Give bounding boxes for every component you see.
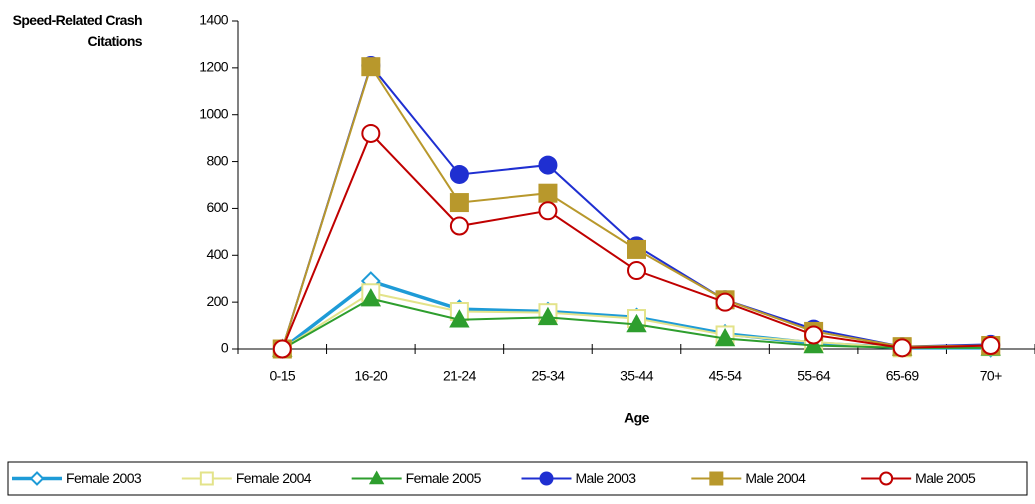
y-tick-label: 0 bbox=[221, 340, 229, 356]
series bbox=[272, 123, 1001, 359]
marker bbox=[715, 292, 735, 312]
y-tick-label: 600 bbox=[206, 199, 228, 215]
y-tick-label: 1200 bbox=[199, 59, 229, 75]
marker bbox=[361, 57, 381, 77]
legend-label: Female 2005 bbox=[406, 470, 482, 486]
x-tick-label: 70+ bbox=[980, 368, 1002, 384]
x-tick-label: 65-69 bbox=[886, 368, 920, 384]
y-tick-label: 1000 bbox=[199, 105, 229, 121]
legend-item: Female 2005 bbox=[351, 470, 482, 486]
marker bbox=[449, 164, 469, 184]
marker bbox=[537, 306, 559, 326]
marker bbox=[627, 239, 646, 259]
marker bbox=[626, 313, 647, 333]
marker bbox=[803, 334, 824, 354]
marker bbox=[981, 335, 1001, 355]
marker bbox=[199, 471, 214, 486]
marker bbox=[449, 193, 469, 213]
series-line bbox=[281, 64, 991, 350]
legend-item: Female 2003 bbox=[12, 470, 143, 486]
marker bbox=[449, 216, 469, 236]
marker bbox=[714, 327, 736, 347]
legend-item: Male 2005 bbox=[861, 470, 977, 486]
x-tick-label: 25-34 bbox=[532, 368, 566, 384]
marker bbox=[360, 288, 382, 307]
marker bbox=[627, 261, 646, 281]
x-axis-label: Age bbox=[624, 410, 649, 426]
marker bbox=[29, 471, 45, 486]
y-axis-label: Speed-Related Crash Citations bbox=[12, 12, 143, 49]
marker bbox=[709, 471, 724, 486]
x-tick-label: 55-64 bbox=[797, 368, 831, 384]
y-tick-label: 800 bbox=[206, 152, 228, 168]
marker bbox=[272, 339, 292, 359]
legend-label: Female 2004 bbox=[236, 470, 312, 486]
legend-label: Female 2003 bbox=[66, 470, 142, 486]
marker bbox=[361, 123, 381, 143]
marker bbox=[892, 338, 912, 358]
legend-item: Male 2003 bbox=[521, 470, 637, 486]
marker bbox=[538, 183, 558, 203]
marker bbox=[804, 325, 824, 345]
marker bbox=[538, 201, 558, 221]
legend-item: Male 2004 bbox=[691, 470, 807, 486]
marker bbox=[539, 471, 554, 486]
x-tick-label: 35-44 bbox=[620, 368, 654, 384]
legend-label: Male 2003 bbox=[576, 470, 637, 486]
legend-box bbox=[7, 461, 1028, 496]
x-tick-label: 16-20 bbox=[354, 368, 388, 384]
series-line bbox=[281, 63, 991, 350]
marker bbox=[368, 470, 385, 485]
marker bbox=[449, 309, 470, 328]
marker bbox=[879, 471, 894, 486]
marker bbox=[538, 155, 558, 175]
x-tick-label: 45-54 bbox=[709, 368, 743, 384]
x-tick-label: 0-15 bbox=[269, 368, 295, 384]
legend-item: Female 2004 bbox=[181, 470, 312, 486]
legend-label: Male 2004 bbox=[745, 470, 806, 486]
y-tick-label: 400 bbox=[206, 246, 228, 262]
legend-label: Male 2005 bbox=[915, 470, 976, 486]
y-tick-label: 200 bbox=[206, 293, 228, 309]
y-tick-label: 1400 bbox=[199, 12, 229, 28]
x-tick-label: 21-24 bbox=[443, 368, 477, 384]
